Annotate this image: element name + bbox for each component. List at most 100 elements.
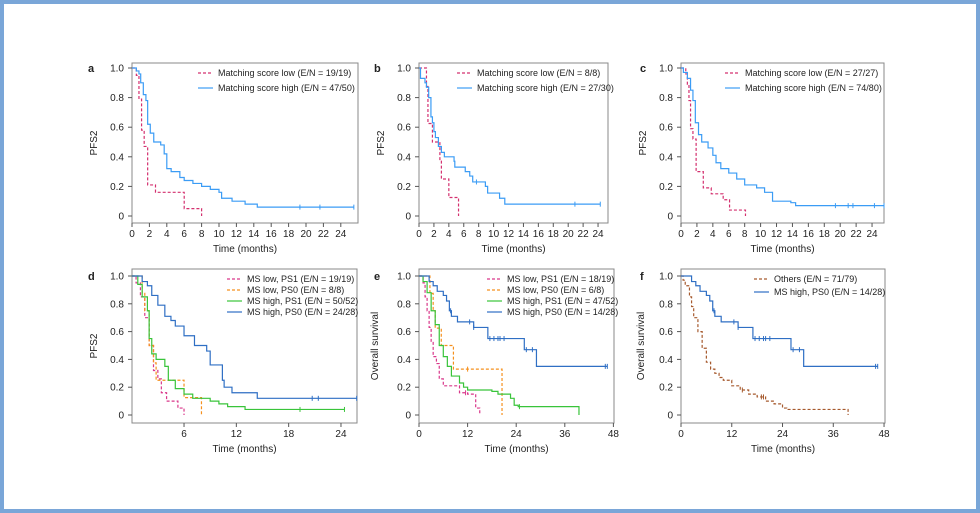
panel-e: e 0 0.2 0.4 0.6 0.8 1.0 0 12 24 36 48 Time (months) O…	[370, 268, 620, 455]
x-tick-label: 12	[462, 429, 474, 440]
x-tick-label: 2	[147, 229, 153, 240]
panel-label: f	[640, 271, 644, 283]
x-tick-label: 24	[777, 429, 789, 440]
y-tick-label: 0.6	[397, 327, 411, 338]
panel-b: b00.20.40.60.81.00 2 4 6 8 10 12 14 16 18 20 22 24Ti…	[374, 62, 614, 255]
x-tick-label: 8	[199, 229, 205, 240]
x-tick-label: 48	[878, 429, 890, 440]
panel-label: b	[374, 63, 381, 75]
y-tick-label: 0.2	[110, 182, 124, 193]
y-tick-label: 0.4	[659, 152, 673, 163]
y-tick-label: 0.4	[110, 355, 124, 366]
x-tick-label: 10	[488, 229, 500, 240]
y-axis-label: Overall survival	[370, 312, 381, 380]
y-tick-label: 0.2	[397, 383, 411, 394]
y-axis-label: Overall survival	[636, 312, 647, 380]
y-tick-label: 0.4	[110, 152, 124, 163]
panel-d: d 0 0.2 0.4 0.6 0.8 1.0 6 12 18 24 Time (months) PFS…	[88, 268, 358, 455]
legend-label: Others (E/N = 71/79)	[774, 274, 857, 284]
survival-curve-b-1	[419, 67, 601, 205]
x-tick-label: 20	[563, 229, 575, 240]
x-tick-label: 48	[608, 429, 620, 440]
x-axis-label: Time (months)	[750, 244, 814, 255]
x-tick-label: 0	[416, 229, 422, 240]
survival-curve-c-1	[681, 67, 884, 207]
legend-label: Matching score high (E/N = 27/30)	[477, 83, 614, 93]
x-axis-label: Time (months)	[213, 244, 277, 255]
x-tick-label: 2	[694, 229, 700, 240]
legend-label: MS high, PS0 (E/N = 24/28)	[247, 307, 358, 317]
x-tick-label: 16	[266, 229, 278, 240]
y-axis-label: PFS2	[376, 130, 387, 155]
x-tick-label: 16	[533, 229, 545, 240]
legend-label: MS low, PS1 (E/N = 18/19)	[507, 274, 614, 284]
survival-curve-c-0	[681, 67, 747, 216]
y-tick-label: 0.6	[659, 327, 673, 338]
y-tick-label: 0.8	[397, 299, 411, 310]
y-tick-label: 0	[405, 212, 411, 223]
survival-curve-f-0	[681, 275, 849, 415]
y-tick-label: 1.0	[110, 64, 124, 75]
x-tick-label: 0	[129, 229, 135, 240]
x-tick-label: 6	[726, 229, 732, 240]
legend-label: MS low, PS1 (E/N = 19/19)	[247, 274, 354, 284]
y-tick-label: 1.0	[659, 272, 673, 283]
y-tick-label: 0.2	[397, 182, 411, 193]
survival-curve-d-3	[131, 275, 357, 399]
legend-label: Matching score low (E/N = 19/19)	[218, 68, 351, 78]
y-tick-label: 0.4	[397, 355, 411, 366]
x-tick-label: 12	[231, 429, 243, 440]
axes-box	[418, 62, 609, 224]
panel-f: f 0 0.2 0.4 0.6 0.8 1.0 0 12 24 36 48 Time (months) O…	[636, 268, 890, 455]
survival-curve-d-0	[131, 275, 185, 415]
y-tick-label: 0.8	[110, 93, 124, 104]
survival-curve-e-1	[419, 275, 503, 415]
panel-label: d	[88, 271, 95, 283]
legend-label: MS low, PS0 (E/N = 6/8)	[507, 285, 604, 295]
y-tick-label: 0.8	[110, 299, 124, 310]
y-axis-label: PFS2	[89, 333, 100, 358]
survival-curve-d-1	[131, 275, 203, 415]
legend-label: Matching score high (E/N = 47/50)	[218, 83, 355, 93]
y-tick-label: 0	[118, 411, 124, 422]
axes-box	[680, 62, 885, 224]
x-axis-label: Time (months)	[212, 444, 276, 455]
x-tick-label: 4	[446, 229, 452, 240]
y-tick-label: 0	[667, 212, 673, 223]
x-tick-label: 24	[511, 429, 523, 440]
x-axis-label: Time (months)	[751, 444, 815, 455]
y-tick-label: 0.6	[110, 327, 124, 338]
y-tick-label: 0.8	[397, 93, 411, 104]
x-tick-label: 24	[866, 229, 878, 240]
x-tick-label: 36	[828, 429, 840, 440]
x-tick-label: 18	[819, 229, 831, 240]
legend-label: Matching score low (E/N = 8/8)	[477, 68, 600, 78]
survival-curve-d-2	[131, 275, 345, 411]
x-tick-label: 14	[518, 229, 530, 240]
legend-label: MS high, PS1 (E/N = 47/52)	[507, 296, 618, 306]
y-tick-label: 0.8	[659, 299, 673, 310]
x-tick-label: 6	[181, 229, 187, 240]
x-tick-label: 18	[283, 229, 295, 240]
x-tick-label: 6	[461, 229, 467, 240]
survival-curve-a-0	[132, 67, 203, 216]
y-tick-label: 0.6	[397, 123, 411, 134]
y-tick-label: 0.2	[659, 182, 673, 193]
y-tick-label: 1.0	[397, 272, 411, 283]
x-tick-label: 22	[851, 229, 863, 240]
survival-curve-e-0	[419, 275, 481, 415]
x-tick-label: 10	[755, 229, 767, 240]
x-tick-label: 12	[726, 429, 738, 440]
y-tick-label: 0.8	[659, 93, 673, 104]
legend-label: MS low, PS0 (E/N = 8/8)	[247, 285, 344, 295]
x-tick-label: 8	[476, 229, 482, 240]
y-tick-label: 1.0	[110, 272, 124, 283]
y-axis-label: PFS2	[89, 130, 100, 155]
y-tick-label: 0	[667, 411, 673, 422]
x-tick-label: 12	[503, 229, 515, 240]
x-tick-label: 36	[559, 429, 571, 440]
y-tick-label: 1.0	[659, 64, 673, 75]
x-tick-label: 0	[678, 229, 684, 240]
y-tick-label: 0.4	[659, 355, 673, 366]
